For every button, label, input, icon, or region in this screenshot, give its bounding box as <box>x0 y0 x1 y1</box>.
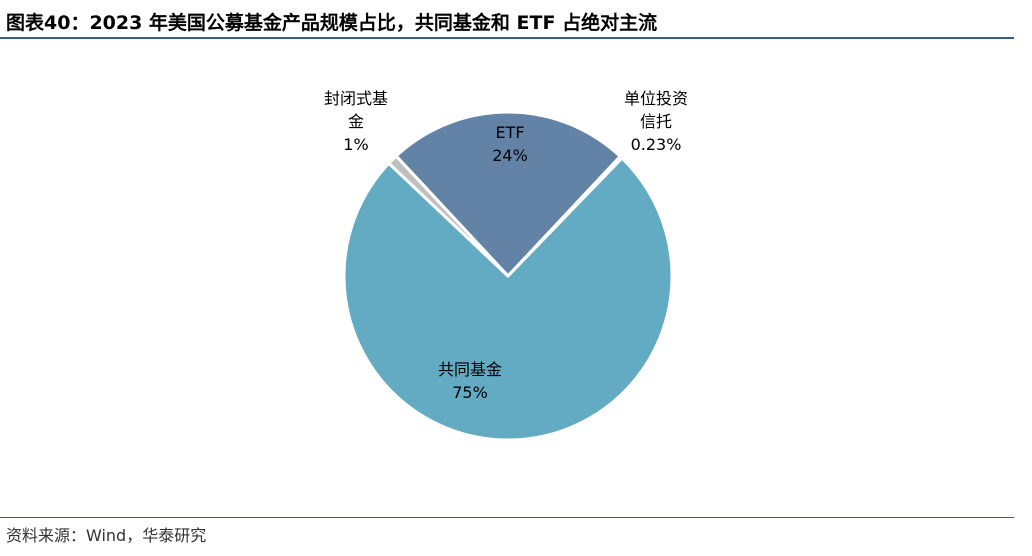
source-note: 资料来源：Wind，华泰研究 <box>6 526 207 545</box>
slice-value-label-1: 0.23% <box>631 135 682 154</box>
pie-slice-3 <box>387 154 510 278</box>
slice-name-label-0: ETF <box>495 123 524 142</box>
slice-value-label-2: 75% <box>452 383 488 402</box>
pie-slice-0 <box>394 110 622 278</box>
slice-name-label-1: 单位投资 <box>624 89 688 108</box>
slice-name-label-3: 金 <box>348 112 364 131</box>
slice-name-label-2: 共同基金 <box>438 360 502 379</box>
title-divider <box>0 37 1014 39</box>
slice-value-label-0: 24% <box>492 146 528 165</box>
slice-value-label-3: 1% <box>343 135 368 154</box>
slice-name-label-3: 封闭式基 <box>324 89 388 108</box>
figure-title: 图表40：2023 年美国公募基金产品规模占比，共同基金和 ETF 占绝对主流 <box>6 12 658 34</box>
slice-name-label-1: 信托 <box>640 112 672 131</box>
pie-slice-2 <box>342 156 674 442</box>
pie-slices <box>342 110 674 442</box>
source-divider <box>0 517 1014 518</box>
